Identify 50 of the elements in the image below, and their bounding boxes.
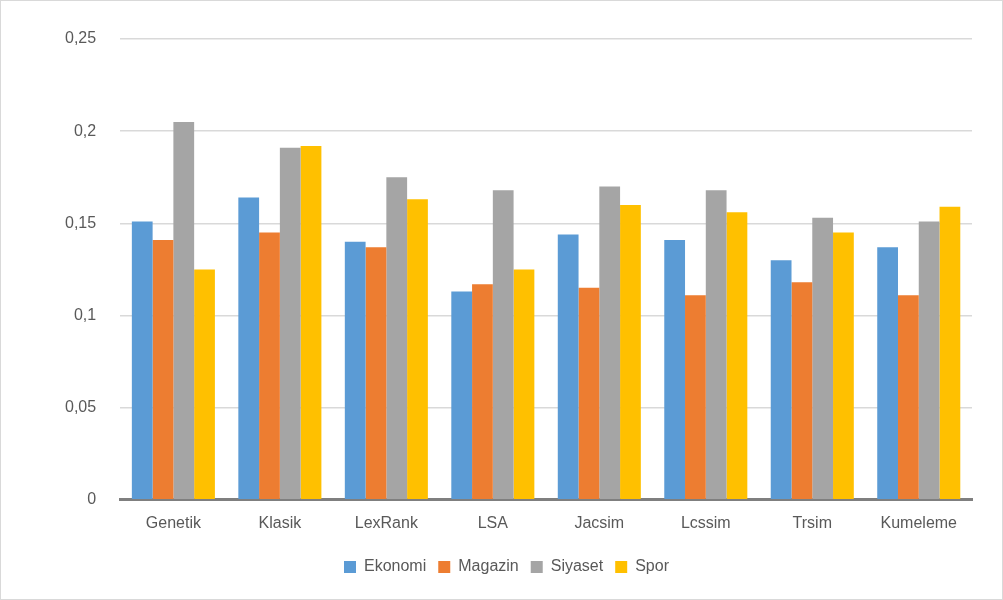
bar: [833, 232, 854, 500]
bar: [664, 239, 686, 500]
bar: [685, 295, 706, 500]
bar: [173, 121, 195, 500]
bar: [791, 282, 813, 500]
legend-label: Siyaset: [550, 557, 604, 575]
bar: [939, 206, 961, 500]
legend-label: Spor: [635, 557, 670, 575]
bar: [705, 190, 727, 500]
bar: [513, 269, 535, 500]
bar: [152, 239, 174, 500]
x-tick-label: Kumeleme: [880, 513, 958, 531]
bar: [194, 269, 215, 500]
bar: [599, 186, 621, 500]
x-tick-label: Klasik: [258, 513, 303, 531]
legend-label: Magazin: [458, 557, 519, 575]
bar: [898, 295, 919, 500]
y-tick-label: 0,15: [65, 213, 97, 231]
bar: [578, 287, 600, 500]
bar: [726, 212, 748, 500]
bar: [386, 177, 408, 500]
y-tick-label: 0,2: [73, 121, 97, 139]
bar: [279, 147, 301, 500]
bar: [770, 260, 792, 500]
x-tick-label: Jacsim: [574, 513, 625, 531]
bar: [407, 199, 428, 500]
y-tick-label: 0,25: [65, 29, 97, 47]
bar: [812, 217, 834, 500]
bar: [877, 247, 898, 500]
x-tick-label: Lcssim: [680, 513, 731, 531]
bar: [238, 197, 260, 500]
bar: [918, 221, 940, 500]
bar: [492, 190, 514, 500]
x-tick-label: LSA: [477, 513, 509, 531]
bar: [620, 204, 641, 500]
legend-label: Ekonomi: [364, 557, 427, 575]
bar: [344, 241, 366, 500]
bar: [365, 247, 387, 500]
bar: [131, 221, 153, 500]
bar: [472, 284, 493, 500]
bar: [300, 145, 322, 500]
x-tick-label: Trsim: [792, 513, 832, 531]
y-tick-label: 0,1: [73, 305, 97, 323]
bar: [451, 291, 473, 500]
y-tick-label: 0: [87, 490, 97, 508]
bar: [259, 232, 280, 500]
y-tick-label: 0,05: [65, 398, 97, 416]
x-tick-label: LexRank: [354, 513, 419, 531]
x-tick-label: Genetik: [145, 513, 202, 531]
bar: [557, 234, 579, 500]
